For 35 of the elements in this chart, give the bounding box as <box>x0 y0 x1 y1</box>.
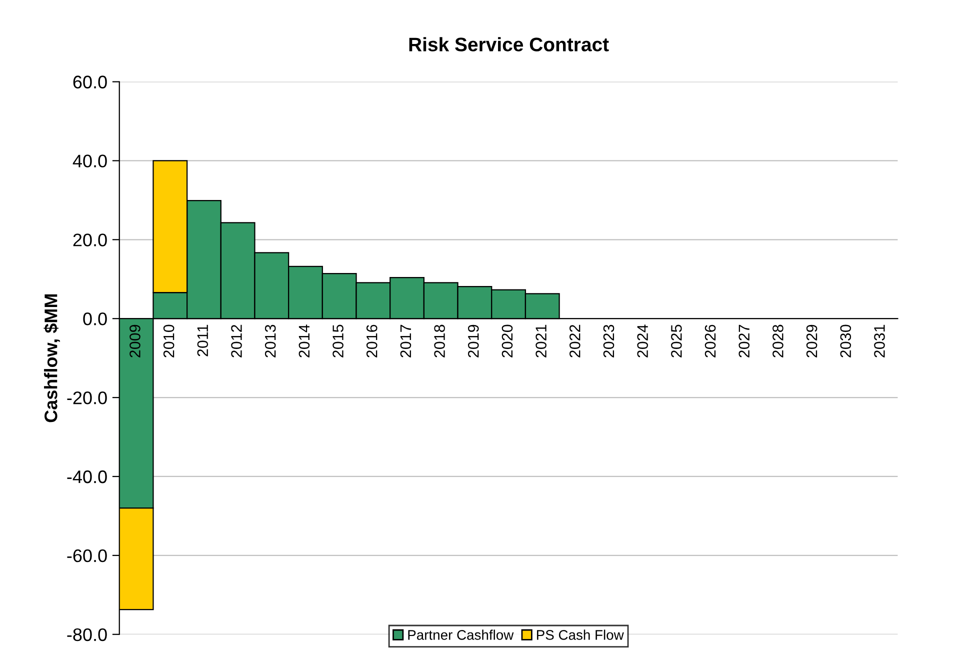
x-tick-label: 2031 <box>874 324 885 358</box>
y-tick-label: 40.0 <box>72 154 107 168</box>
x-tick-label: 2026 <box>704 324 716 358</box>
y-tick-label: 20.0 <box>73 234 107 246</box>
y-tick-label: -40.0 <box>67 470 107 484</box>
x-tick-label: 2021 <box>536 324 546 358</box>
x-tick-label: 2020 <box>502 324 513 358</box>
x-tick-label: 2016 <box>366 324 378 358</box>
x-tick-label: 2028 <box>772 324 784 358</box>
x-tick-label: 2009 <box>130 324 140 358</box>
y-tick-label: -20.0 <box>67 391 107 404</box>
x-tick-label: 2011 <box>197 324 208 356</box>
y-tick-label: -80.0 <box>67 628 107 642</box>
x-tick-label: 2029 <box>806 324 818 358</box>
y-tick-label: -60.0 <box>67 549 107 562</box>
x-tick-label: 2030 <box>840 324 852 358</box>
x-tick-label: 2013 <box>264 324 276 358</box>
x-tick-label: 2015 <box>332 324 344 358</box>
x-tick-label: 2017 <box>400 324 412 358</box>
x-tick-label: 2014 <box>298 324 310 358</box>
x-tick-label: 2018 <box>434 324 445 358</box>
chart-title: Risk Service Contract <box>409 37 609 52</box>
x-tick-label: 2027 <box>738 324 750 358</box>
x-tick-label: 2024 <box>637 324 648 358</box>
legend-label: Partner Cashflow <box>408 630 514 640</box>
x-tick-label: 2010 <box>163 324 174 358</box>
y-axis-title: Cashflow, $MM <box>44 294 60 422</box>
x-tick-label: 2022 <box>570 324 580 358</box>
x-tick-label: 2012 <box>231 324 242 358</box>
x-tick-label: 2019 <box>468 324 479 358</box>
x-tick-label: 2023 <box>603 324 614 358</box>
x-tick-label: 2025 <box>671 324 682 358</box>
legend-label: PS Cash Flow <box>537 630 624 640</box>
y-tick-label: 0.0 <box>83 312 107 326</box>
y-tick-label: 60.0 <box>73 76 107 88</box>
